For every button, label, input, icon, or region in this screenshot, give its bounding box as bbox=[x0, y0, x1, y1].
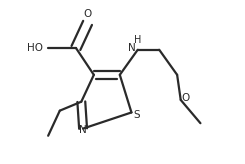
Text: O: O bbox=[182, 93, 190, 103]
Text: N: N bbox=[128, 43, 136, 53]
Text: O: O bbox=[84, 9, 92, 19]
Text: N: N bbox=[79, 125, 87, 135]
Text: S: S bbox=[133, 110, 140, 120]
Text: H: H bbox=[134, 35, 141, 45]
Text: HO: HO bbox=[27, 43, 43, 53]
